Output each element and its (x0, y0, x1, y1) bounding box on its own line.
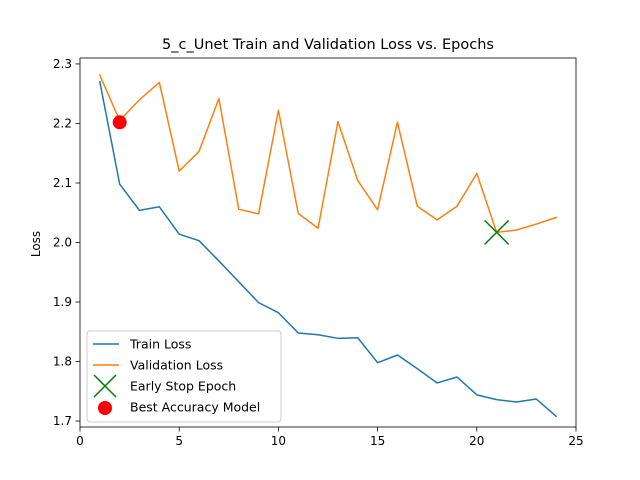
y-tick-label: 1.9 (53, 295, 72, 309)
y-tick-label: 2.0 (53, 236, 72, 250)
chart-legend: Train Loss Validation Loss Early Stop Epoc… (86, 330, 282, 423)
early-stop-marker-stroke (484, 219, 510, 245)
legend-label-validation-loss: Validation Loss (130, 358, 223, 373)
x-tick-label: 0 (76, 434, 84, 448)
legend-swatch-early-stop-epoch (93, 374, 117, 398)
legend-swatch-best-accuracy-model (98, 401, 112, 415)
legend-label-train-loss: Train Loss (129, 337, 191, 352)
y-axis: 1.7 1.8 1.9 2.0 2.1 2.2 2.3 (53, 57, 80, 428)
y-tick-label: 1.7 (53, 414, 72, 428)
y-tick-label: 1.8 (53, 355, 72, 369)
x-tick-label: 10 (271, 434, 286, 448)
y-tick-label: 2.2 (53, 116, 72, 130)
best-accuracy-marker (112, 115, 127, 130)
x-tick-label: 5 (175, 434, 183, 448)
series-line-train-loss (98, 80, 558, 418)
x-axis: 0 5 10 15 20 25 (76, 427, 584, 448)
chart-title: 5_c_Unet Train and Validation Loss vs. E… (162, 37, 494, 53)
y-tick-label: 2.3 (53, 57, 72, 71)
x-tick-label: 20 (469, 434, 484, 448)
legend-box (86, 330, 282, 423)
x-tick-label: 25 (568, 434, 583, 448)
early-stop-marker (484, 219, 510, 245)
legend-label-best-accuracy-model: Best Accuracy Model (130, 400, 260, 415)
x-tick-label: 15 (370, 434, 385, 448)
y-axis-label: Loss (29, 231, 43, 257)
series-line-validation-loss (98, 74, 558, 234)
legend-label-early-stop-epoch: Early Stop Epoch (130, 379, 236, 394)
legend-swatch-stroke (93, 374, 117, 398)
y-tick-label: 2.1 (53, 176, 72, 190)
